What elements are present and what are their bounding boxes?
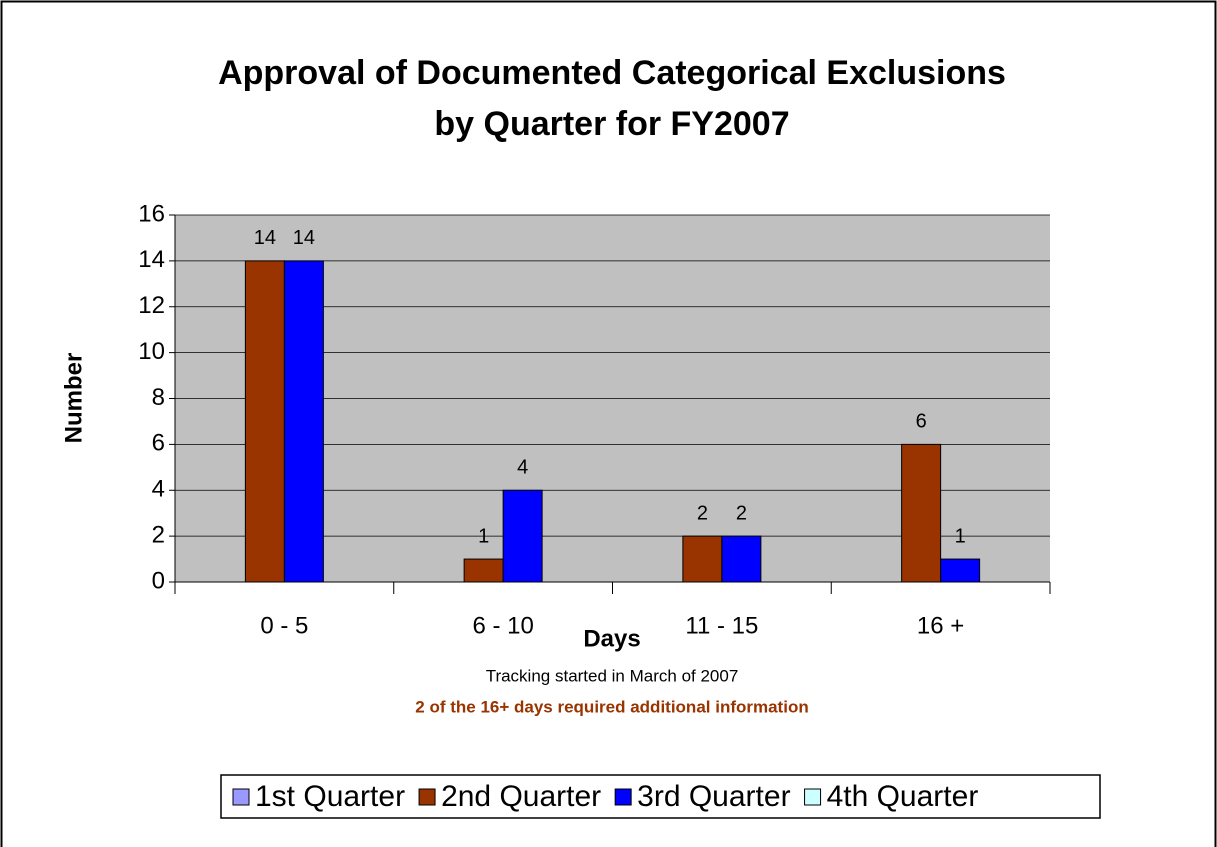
bar <box>901 443 942 583</box>
bar <box>463 558 504 583</box>
chart-title: by Quarter for FY2007 <box>434 105 789 143</box>
legend-swatch <box>804 788 822 806</box>
y-tick-label: 6 <box>152 430 165 457</box>
x-axis-label: Days <box>583 625 640 652</box>
data-label: 2 <box>697 502 708 524</box>
y-tick-label: 4 <box>152 476 165 503</box>
legend-label: 1st Quarter <box>255 780 405 813</box>
legend-swatch <box>232 788 250 806</box>
data-label: 1 <box>478 525 489 547</box>
bar <box>502 489 543 583</box>
y-axis-label: Number <box>60 353 87 444</box>
data-label: 2 <box>736 502 747 524</box>
bar <box>283 260 324 583</box>
y-tick-label: 12 <box>138 292 165 319</box>
bar <box>244 260 285 583</box>
data-label: 1 <box>955 525 966 547</box>
legend-label: 3rd Quarter <box>637 780 790 813</box>
chart-title: Approval of Documented Categorical Exclu… <box>218 54 1006 92</box>
y-tick-label: 2 <box>152 521 165 548</box>
x-tick-label: 11 - 15 <box>685 612 758 639</box>
x-tick-label: 0 - 5 <box>260 612 308 639</box>
data-label: 14 <box>293 227 315 249</box>
data-label: 14 <box>254 227 276 249</box>
y-tick-label: 0 <box>152 567 165 594</box>
legend-label: 2nd Quarter <box>441 780 601 813</box>
bar <box>940 558 981 583</box>
legend-swatch <box>418 788 436 806</box>
y-tick-label: 14 <box>138 246 165 273</box>
data-label: 4 <box>517 457 528 479</box>
bar <box>721 535 762 583</box>
y-tick-label: 16 <box>138 200 165 227</box>
bar <box>682 535 723 583</box>
annotation: 2 of the 16+ days required additional in… <box>415 697 808 716</box>
data-label: 6 <box>916 411 927 433</box>
x-tick-label: 6 - 10 <box>472 612 533 639</box>
legend-label: 4th Quarter <box>827 780 979 813</box>
legend <box>220 774 1101 819</box>
legend-swatch <box>614 788 632 806</box>
y-tick-label: 10 <box>138 338 165 365</box>
annotation: Tracking started in March of 2007 <box>486 666 739 685</box>
y-tick-label: 8 <box>152 384 165 411</box>
x-tick-label: 16 + <box>917 612 964 639</box>
